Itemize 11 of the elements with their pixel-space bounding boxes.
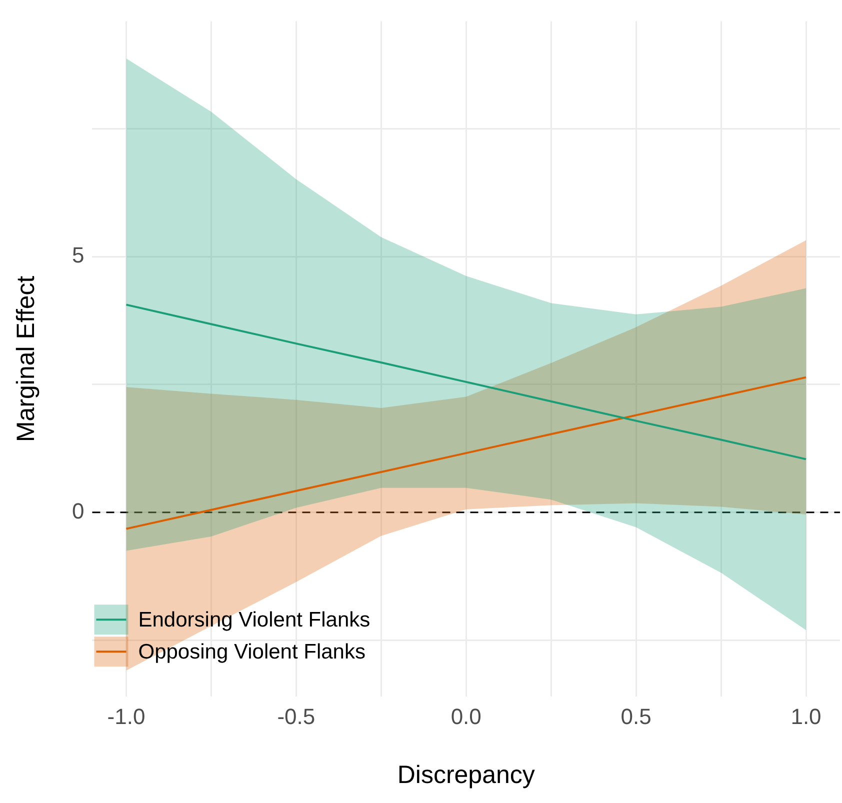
- legend-label: Opposing Violent Flanks: [138, 640, 366, 664]
- x-axis-title: Discrepancy: [397, 760, 536, 789]
- x-tick-label: 1.0: [790, 704, 822, 729]
- x-tick-label: 0.0: [450, 704, 482, 729]
- legend-label: Endorsing Violent Flanks: [138, 608, 370, 632]
- y-tick-label: 5: [72, 242, 84, 268]
- x-tick-label: 0.5: [620, 704, 652, 729]
- x-tick-label: -1.0: [107, 704, 146, 729]
- y-tick-label: 0: [72, 498, 84, 524]
- x-tick-label: -0.5: [277, 704, 316, 729]
- y-axis-title: Marginal Effect: [12, 276, 40, 442]
